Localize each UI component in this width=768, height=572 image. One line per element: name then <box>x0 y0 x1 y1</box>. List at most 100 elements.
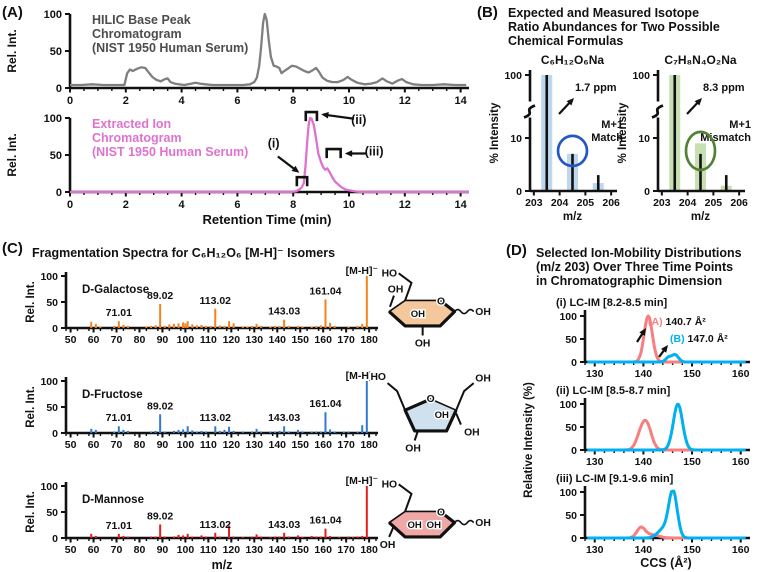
x-tick-label: 70 <box>111 439 123 451</box>
y-tick-label: 0 <box>571 357 577 369</box>
x-tick-label: 150 <box>291 544 309 556</box>
y-tick-label: 0 <box>56 187 62 199</box>
x-tick-label: 2 <box>123 199 129 211</box>
x-tick-label: 140 <box>635 368 653 380</box>
hydroxyl-label: HO <box>370 372 386 383</box>
x-tick-label: 100 <box>177 439 195 451</box>
x-tick-label: 80 <box>134 439 146 451</box>
y-tick-label: 100 <box>559 487 577 499</box>
integration-bracket <box>295 175 309 187</box>
x-tick-label: 206 <box>602 197 620 209</box>
x-axis-label: m/z <box>691 211 710 223</box>
x-tick-label: 204 <box>679 197 697 209</box>
ion-mobility-chart-i: (i) LC-IM [8.2-8.5 min] 130 140 150 160 0 50 10… <box>556 297 750 380</box>
x-tick-label: 110 <box>200 439 217 451</box>
x-tick-label: 130 <box>586 544 604 556</box>
eic-title: Chromatogram <box>92 131 182 145</box>
y-tick-label: 0 <box>52 428 58 440</box>
x-tick-label: 203 <box>653 197 671 209</box>
y-axis-label: Rel. Int. <box>5 133 19 176</box>
arrow-head <box>291 165 300 173</box>
hydroxyl-label: OH <box>435 410 449 421</box>
panel-c-title: Fragmentation Spectra for C₆H₁₂O₆ [M-H]⁻… <box>32 246 336 260</box>
panel-b-title-line1: Expected and Measured Isotope <box>508 6 700 20</box>
ring-oxygen-label: O <box>427 394 435 405</box>
formula-label: C₆H₁₂O₆Na <box>541 53 605 67</box>
arrow-head <box>661 345 668 353</box>
ring-oxygen-label: O <box>437 507 445 518</box>
x-tick-label: 130 <box>586 456 604 468</box>
hydroxyl-label: OH <box>388 284 404 295</box>
x-tick-label: 60 <box>88 334 100 346</box>
x-tick-label: 170 <box>337 544 355 556</box>
anomeric-bond <box>453 519 475 526</box>
x-tick-label: 204 <box>551 197 569 209</box>
x-tick-label: 80 <box>134 544 146 556</box>
peak-label: 71.01 <box>106 307 132 319</box>
hydroxyl-label: OH <box>408 520 422 531</box>
x-tick-label: 14 <box>455 199 468 211</box>
galactose-spectrum: 50 60 70 80 90 100 110 120 130 140 150 160 170 180 0 50… <box>25 265 378 346</box>
x-tick-label: 110 <box>200 334 217 346</box>
panel-d-title-line2: (m/z 203) Over Three Time Points <box>536 260 734 274</box>
hydroxyl-label: OH <box>405 444 421 455</box>
x-tick-label: 120 <box>223 439 241 451</box>
y-tick-label: 100 <box>559 311 577 323</box>
x-axis-label: CCS (Å²) <box>640 555 691 570</box>
x-tick-label: 4 <box>179 95 186 107</box>
y-tick-label: 0 <box>571 445 577 457</box>
arrow-head <box>639 328 646 336</box>
panel-d-label: (D) <box>506 242 527 259</box>
hydroxyl-label: OH <box>380 540 396 551</box>
x-tick-label: 70 <box>111 544 123 556</box>
x-tick-label: 150 <box>683 456 701 468</box>
bpc-title: (NIST 1950 Human Serum) <box>92 41 248 55</box>
peak-label: 89.02 <box>147 510 173 522</box>
x-tick-label: 90 <box>157 544 169 556</box>
x-tick-label: 150 <box>291 334 309 346</box>
panel-a-label: (A) <box>2 4 23 21</box>
y-tick-label: 0 <box>56 83 62 95</box>
x-tick-label: 80 <box>134 334 146 346</box>
x-tick-label: 140 <box>635 544 653 556</box>
match-label: M+1 <box>729 119 751 131</box>
mobility-trace-B <box>587 353 746 364</box>
isomer-name: D-Galactose <box>82 284 149 296</box>
y-tick-label: 100 <box>504 70 522 82</box>
x-tick-label: 130 <box>246 439 264 451</box>
eic-title: Extracted Ion <box>92 117 171 131</box>
x-tick-label: 160 <box>314 439 332 451</box>
x-axis-label: Retention Time (min) <box>202 212 331 227</box>
x-tick-label: 206 <box>730 197 748 209</box>
x-tick-label: 205 <box>705 197 723 209</box>
arrow-head <box>566 98 574 106</box>
y-tick-label: 10 <box>638 133 650 145</box>
x-tick-label: 100 <box>177 544 195 556</box>
peak-label: 89.02 <box>147 400 173 412</box>
hydroxyl-label: OH <box>475 307 491 318</box>
x-tick-label: 8 <box>290 199 296 211</box>
integration-bracket <box>325 147 342 159</box>
y-tick-label: 100 <box>40 376 58 388</box>
subplot-header: (i) LC-IM [8.2-8.5 min] <box>556 297 668 309</box>
region-label: (i) <box>268 137 280 151</box>
x-tick-label: 60 <box>88 439 100 451</box>
x-tick-label: 180 <box>360 544 378 556</box>
x-tick-label: 150 <box>683 368 701 380</box>
molecular-ion-label: [M-H]⁻ <box>346 370 378 382</box>
peak-label: 113.02 <box>199 295 231 307</box>
bpc-chart: 0 2 4 6 8 10 12 14 0 50 100 Rel. Int. HILIC Base Pea… <box>5 9 469 107</box>
mannose-structure: HO O OH OH OH OH <box>378 478 492 552</box>
peak-label: 143.03 <box>268 412 300 424</box>
ccs-callout: (A) 140.7 Å² <box>648 315 706 328</box>
x-tick-label: 6 <box>234 95 240 107</box>
y-tick-label: 0 <box>644 186 650 198</box>
arrow-head <box>344 150 353 157</box>
x-tick-label: 205 <box>577 197 595 209</box>
panel-b-title-line3: Chemical Formulas <box>508 34 624 48</box>
anomeric-bond <box>453 308 475 315</box>
y-tick-label: 100 <box>40 481 58 493</box>
x-tick-label: 0 <box>67 199 73 211</box>
hydroxyl-label: HO <box>382 480 398 491</box>
